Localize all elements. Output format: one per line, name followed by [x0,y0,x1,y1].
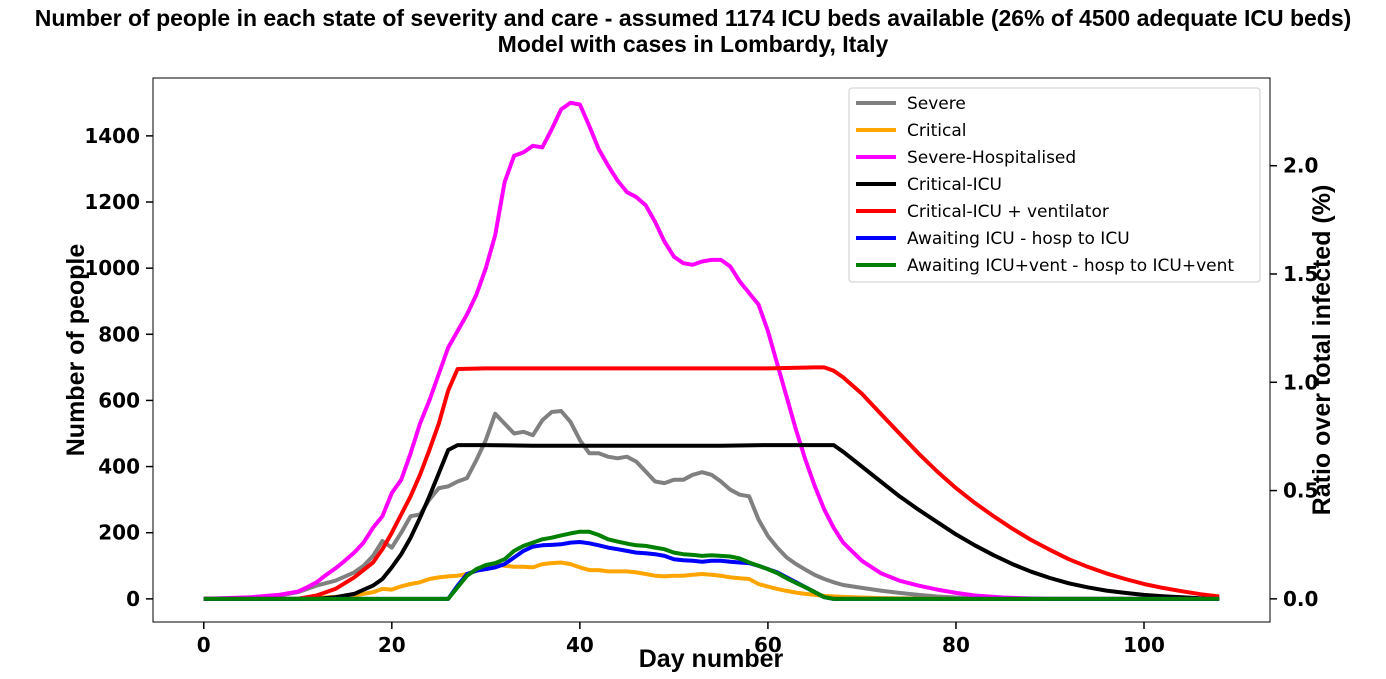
y-axis-left: 0 200 400 600 800 1000 1200 1400 [84,124,153,611]
legend-box [848,87,1261,283]
legend-label: Critical-ICU + ventilator [907,202,1109,222]
series-line-2 [203,100,1220,601]
series-line-0 [203,409,1220,601]
y-axis-label: Number of people [62,244,90,457]
y-right-tick-label: 0.5 [1283,479,1318,503]
series-line-3 [203,443,1220,601]
x-axis: 0 20 40 60 80 100 [197,622,1165,657]
chart-subtitle: Model with cases in Lombardy, Italy [498,31,889,57]
y-axis-right: 0.0 0.5 1.0 1.5 2.0 [1270,154,1318,611]
x-tick-label: 0 [197,633,211,657]
series-line-4 [203,365,1220,601]
legend-label: Severe-Hospitalised [907,148,1076,168]
x-axis-label: Day number [639,645,784,673]
y-tick-label: 800 [98,322,140,346]
y-tick-label: 200 [98,521,140,545]
x-tick-label: 60 [754,633,782,657]
x-tick-label: 40 [566,633,594,657]
y-tick-label: 0 [126,587,140,611]
chart-title: Number of people in each state of severi… [35,5,1352,31]
legend-label: Critical [907,121,966,141]
x-tick-label: 20 [378,633,406,657]
y-right-tick-label: 0.0 [1283,587,1318,611]
x-tick-label: 100 [1123,633,1165,657]
series-line-6 [203,529,1220,601]
y-tick-label: 400 [98,455,140,479]
legend-label: Awaiting ICU+vent - hosp to ICU+vent [907,256,1234,276]
legend-label: Critical-ICU [907,175,1002,195]
y-right-tick-label: 1.0 [1283,370,1318,394]
y-right-tick-label: 2.0 [1283,154,1318,178]
y-right-tick-label: 1.5 [1283,262,1318,286]
y-axis-right-label: Ratio over total infected (%) [1308,185,1336,516]
y-tick-label: 1400 [84,124,140,148]
y-tick-label: 1200 [84,190,140,214]
x-tick-label: 80 [942,633,970,657]
legend: Severe Critical Severe-Hospitalised Critica… [848,87,1261,283]
y-tick-label: 1000 [84,256,140,280]
legend-label: Awaiting ICU - hosp to ICU [907,229,1130,249]
series-lines [203,100,1220,601]
legend-label: Severe [907,94,966,114]
plot-area-frame [152,77,1271,623]
y-tick-label: 600 [98,388,140,412]
series-line-1 [203,560,1220,601]
